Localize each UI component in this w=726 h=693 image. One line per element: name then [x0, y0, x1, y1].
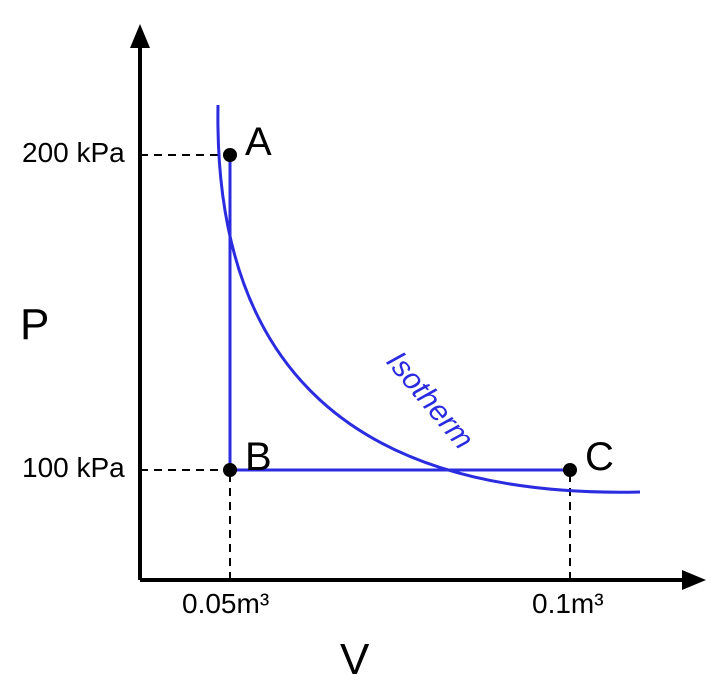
y-tick-100kpa: 100 kPa	[22, 452, 125, 484]
x-tick-0-1m3: 0.1m³	[532, 588, 604, 620]
pv-diagram-svg	[0, 0, 726, 693]
x-axis-label: V	[340, 635, 369, 685]
y-axis-label: P	[20, 300, 49, 350]
point-label-a: A	[245, 120, 272, 165]
y-tick-200kpa: 200 kPa	[22, 137, 125, 169]
point-label-c: C	[585, 435, 614, 480]
x-tick-0-05m3: 0.05m³	[182, 588, 269, 620]
point-label-b: B	[245, 435, 272, 480]
